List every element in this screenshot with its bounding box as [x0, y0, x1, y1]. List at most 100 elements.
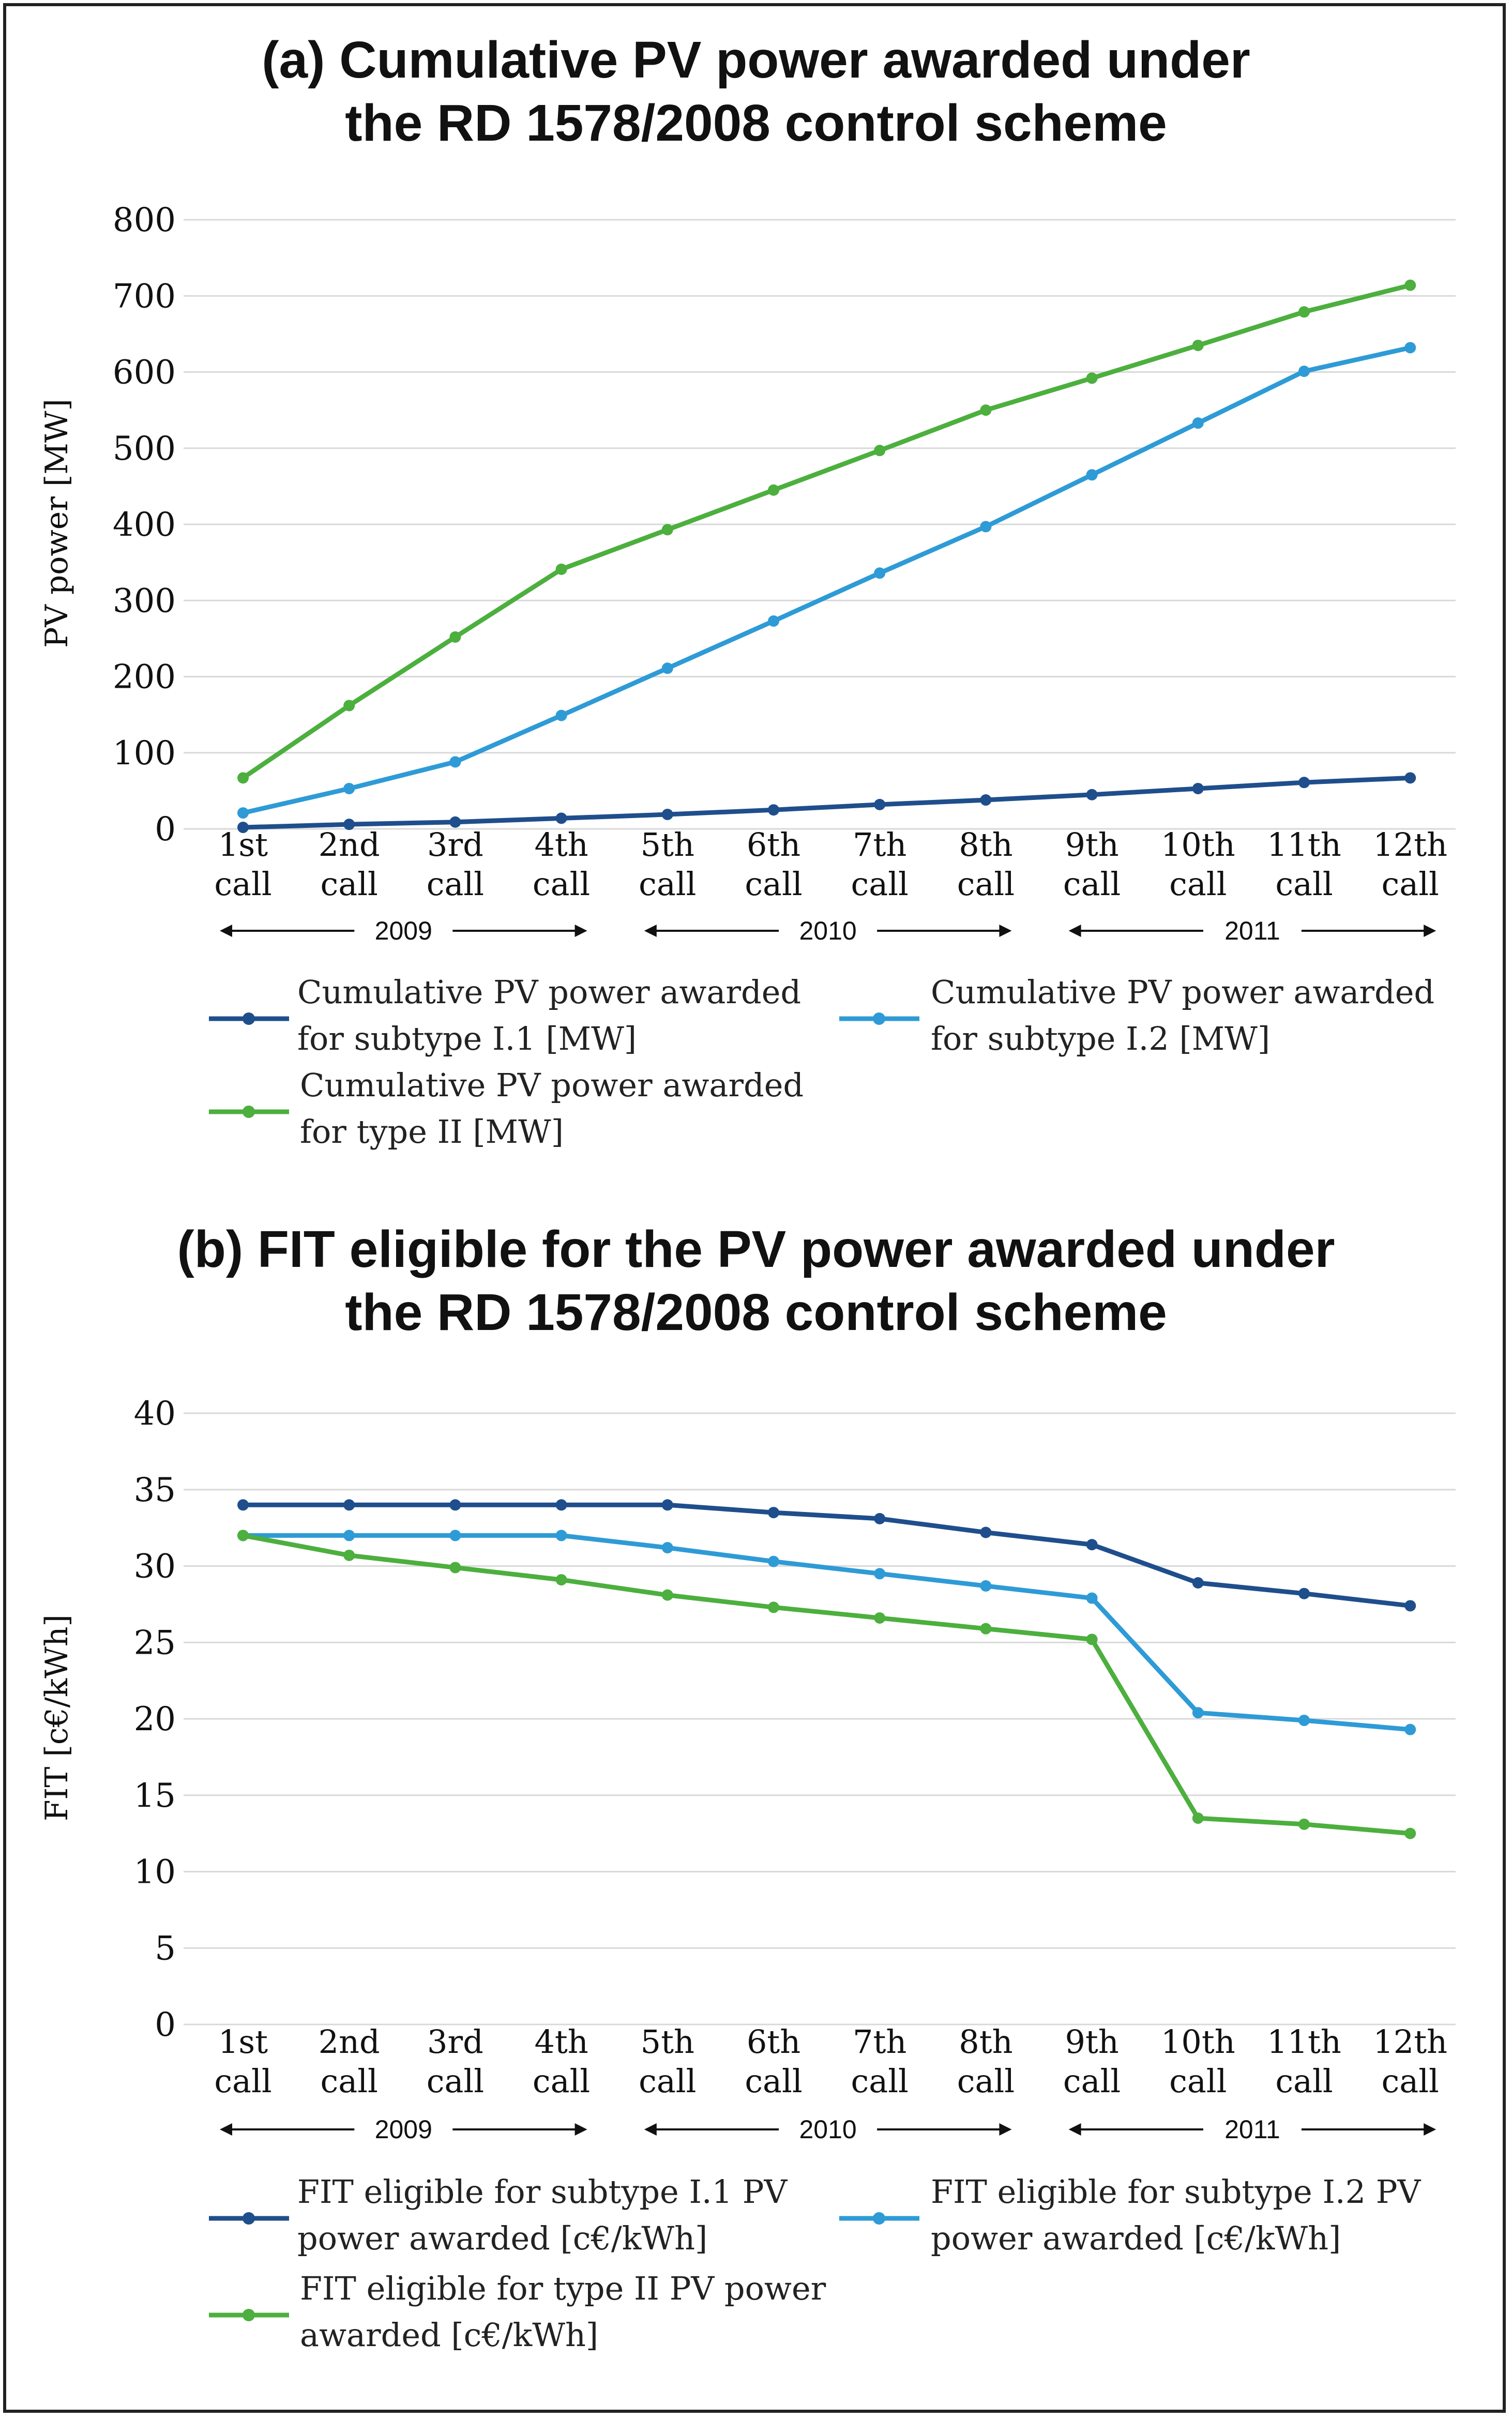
x-tick-label: 5th	[641, 826, 694, 864]
x-tick-label: call	[214, 2062, 271, 2100]
data-point	[1404, 1600, 1416, 1612]
data-point	[1192, 782, 1204, 794]
series-line	[240, 1533, 1413, 1836]
data-point	[1086, 1634, 1098, 1645]
data-point	[1298, 366, 1310, 377]
x-tick-label: 9th	[1065, 826, 1118, 864]
data-point	[237, 1499, 249, 1511]
y-tick-label: 800	[113, 201, 176, 239]
data-point	[874, 1612, 886, 1624]
x-tick-label: call	[1063, 865, 1121, 903]
year-span-arrow-left	[1068, 2123, 1081, 2136]
legend-label-line: power awarded [c€/kWh]	[931, 2219, 1341, 2257]
data-point	[1298, 1818, 1310, 1830]
x-tick-label: call	[533, 865, 590, 903]
legend-label-line: power awarded [c€/kWh]	[297, 2219, 707, 2257]
x-tick-label: 7th	[853, 2023, 906, 2061]
data-point	[768, 1507, 779, 1519]
x-tick-label: call	[851, 2062, 909, 2100]
year-label: 2009	[375, 916, 432, 945]
legend-label-line: FIT eligible for type II PV power	[300, 2270, 826, 2307]
y-tick-label: 5	[155, 1929, 176, 1968]
x-tick-label: call	[1275, 2062, 1333, 2100]
y-axis-label: PV power [MW]	[39, 399, 75, 648]
data-point	[874, 1513, 886, 1524]
data-point	[343, 1499, 355, 1511]
y-tick-label: 20	[134, 1700, 176, 1738]
data-point	[237, 1530, 249, 1541]
legend-label-line: Cumulative PV power awarded	[300, 1066, 804, 1104]
legend-label-line: Cumulative PV power awarded	[931, 973, 1434, 1011]
data-point	[1404, 1827, 1416, 1839]
data-point	[980, 521, 992, 533]
chart-a: (a) Cumulative PV power awarded underthe…	[39, 31, 1456, 1151]
data-point	[1404, 772, 1416, 784]
x-tick-label: call	[745, 865, 802, 903]
legend-swatch-marker	[873, 1012, 885, 1025]
x-tick-label: 12th	[1373, 826, 1447, 864]
x-tick-label: call	[1382, 2062, 1439, 2100]
data-point	[1086, 372, 1098, 384]
year-label: 2009	[375, 2115, 432, 2144]
y-tick-label: 0	[155, 810, 176, 849]
x-tick-label: 3rd	[427, 2023, 483, 2061]
x-tick-label: call	[957, 865, 1015, 903]
legend-label-line: for subtype I.2 [MW]	[931, 1020, 1270, 1057]
x-tick-label: call	[321, 865, 378, 903]
legend-swatch-marker	[243, 1106, 255, 1118]
data-point	[874, 798, 886, 810]
year-span-arrow-left	[220, 925, 232, 937]
x-tick-label: call	[1169, 2062, 1227, 2100]
data-point	[874, 567, 886, 579]
year-span-arrow-right	[574, 925, 587, 937]
x-tick-label: call	[1382, 865, 1439, 903]
legend-label-line: FIT eligible for subtype I.1 PV	[297, 2173, 788, 2211]
data-point	[237, 822, 249, 834]
data-point	[661, 524, 673, 536]
y-tick-label: 700	[113, 277, 176, 315]
y-tick-label: 100	[113, 734, 176, 773]
y-tick-label: 35	[134, 1471, 176, 1509]
year-span-arrow-left	[1068, 925, 1081, 937]
x-tick-label: call	[427, 865, 484, 903]
data-point	[449, 1530, 461, 1541]
chart-title-line: (b) FIT eligible for the PV power awarde…	[177, 1220, 1335, 1278]
data-point	[980, 1580, 992, 1592]
x-tick-label: call	[851, 865, 909, 903]
data-point	[768, 1555, 779, 1567]
x-tick-label: call	[1275, 865, 1333, 903]
data-point	[1192, 1707, 1204, 1719]
year-span-arrow-left	[644, 925, 657, 937]
year-span-arrow-left	[644, 2123, 657, 2136]
year-label: 2010	[799, 916, 856, 945]
legend-label-line: awarded [c€/kWh]	[300, 2316, 598, 2354]
y-tick-label: 600	[113, 354, 176, 392]
y-tick-label: 40	[134, 1395, 176, 1433]
x-tick-label: 8th	[959, 826, 1012, 864]
data-point	[661, 1589, 673, 1601]
data-point	[980, 1623, 992, 1635]
legend-swatch-marker	[243, 1012, 255, 1025]
y-axis-label: FIT [c€/kWh]	[39, 1614, 75, 1821]
x-tick-label: 3rd	[427, 826, 483, 864]
x-tick-label: 10th	[1161, 2023, 1235, 2061]
y-tick-label: 400	[113, 506, 176, 544]
legend-label-line: for subtype I.1 [MW]	[297, 1020, 637, 1057]
data-point	[343, 782, 355, 794]
legend-label-line: Cumulative PV power awarded	[297, 973, 801, 1011]
y-tick-label: 15	[134, 1777, 176, 1815]
y-tick-label: 200	[113, 658, 176, 697]
data-point	[1298, 306, 1310, 318]
y-tick-label: 30	[134, 1548, 176, 1586]
y-tick-label: 25	[134, 1624, 176, 1662]
data-point	[1404, 1723, 1416, 1735]
data-point	[237, 807, 249, 819]
x-tick-label: 4th	[534, 2023, 588, 2061]
data-point	[874, 445, 886, 457]
data-point	[1404, 342, 1416, 354]
data-point	[1298, 1714, 1310, 1726]
data-point	[768, 804, 779, 816]
x-tick-label: call	[1063, 2062, 1121, 2100]
data-point	[1086, 469, 1098, 481]
